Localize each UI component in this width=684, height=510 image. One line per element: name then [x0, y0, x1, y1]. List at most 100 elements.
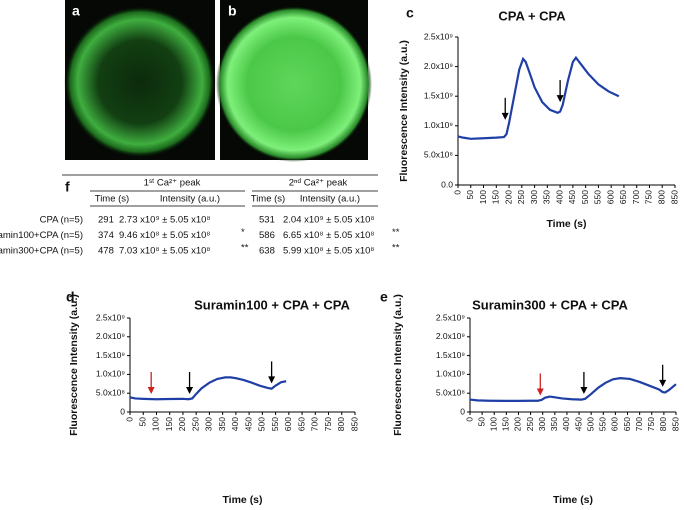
- x-tick-label: 400: [554, 190, 564, 204]
- significance: *: [241, 227, 245, 238]
- x-tick-label: 200: [503, 190, 513, 204]
- y-axis-label: Fluorescence Intensity (a.u.): [392, 294, 404, 436]
- x-tick-label: 750: [646, 417, 656, 431]
- y-tick-label: 2.5x10⁹: [96, 312, 126, 322]
- arrow-head: [556, 95, 564, 103]
- image-a: a: [64, 0, 216, 160]
- y-tick-label: 2.0x10⁹: [424, 61, 454, 71]
- x-tick-label: 300: [529, 190, 539, 204]
- cell: 531: [259, 215, 275, 226]
- arrow: [501, 97, 509, 120]
- x-tick-label: 300: [537, 417, 547, 431]
- x-tick-label: 200: [513, 417, 523, 431]
- arrow-head: [501, 112, 509, 120]
- x-tick-label: 400: [561, 417, 571, 431]
- x-tick-label: 50: [465, 190, 475, 200]
- x-axis-label: Time (s): [546, 218, 586, 230]
- data-line: [469, 377, 677, 403]
- arrow: [659, 364, 667, 387]
- y-tick-label: 5.0x10⁸: [424, 150, 454, 160]
- panel-letter: e: [380, 289, 388, 305]
- x-tick-label: 700: [310, 417, 320, 431]
- y-tick-label: 2.5x10⁹: [436, 312, 466, 322]
- cell: 291: [98, 215, 114, 226]
- x-tick-label: 150: [164, 417, 174, 431]
- arrow-head: [147, 386, 155, 394]
- cell: 2.04 x10⁹ ± 5.05 x10⁸: [283, 215, 374, 226]
- y-tick-label: 2.5x10⁹: [424, 31, 454, 41]
- x-tick-label: 600: [283, 417, 293, 431]
- x-tick-label: 850: [670, 417, 680, 431]
- y-tick-label: 5.0x10⁸: [96, 387, 126, 397]
- x-tick-label: 0: [452, 190, 462, 195]
- cell: 9.46 x10⁸ ± 5.05 x10⁸: [119, 230, 210, 241]
- x-tick-label: 100: [151, 417, 161, 431]
- group-header: 2ⁿᵈ Ca²⁺ peak: [289, 178, 348, 189]
- arrow: [580, 371, 588, 394]
- x-tick-label: 500: [585, 417, 595, 431]
- panel-letter: a: [72, 3, 80, 19]
- data-line: [129, 376, 287, 401]
- arrow-head: [186, 386, 194, 394]
- x-tick-label: 0: [464, 417, 474, 422]
- panel-letter: d: [66, 289, 75, 305]
- x-tick-label: 850: [349, 417, 359, 431]
- chart-title: CPA + CPA: [498, 8, 566, 23]
- arrow: [536, 373, 544, 396]
- chart-title: Suramin300 + CPA + CPA: [472, 297, 628, 312]
- y-tick-label: 0: [460, 406, 465, 416]
- x-tick-label: 450: [567, 190, 577, 204]
- y-axis-label: Fluorescence Intensity (a.u.): [398, 40, 410, 182]
- significance: **: [392, 227, 400, 238]
- cell: 5.99 x10⁸ ± 5.05 x10⁸: [283, 246, 374, 257]
- x-tick-label: 0: [124, 417, 134, 422]
- x-tick-label: 100: [488, 417, 498, 431]
- x-tick-label: 450: [243, 417, 253, 431]
- x-tick-label: 300: [204, 417, 214, 431]
- x-tick-label: 800: [336, 417, 346, 431]
- x-tick-label: 350: [542, 190, 552, 204]
- row-label: Suramin300+CPA (n=5): [0, 246, 83, 257]
- x-tick-label: 650: [618, 190, 628, 204]
- panel-letter: f: [65, 179, 70, 195]
- cell: 478: [98, 246, 114, 257]
- x-tick-label: 550: [593, 190, 603, 204]
- x-tick-label: 250: [190, 417, 200, 431]
- x-tick-label: 450: [573, 417, 583, 431]
- x-tick-label: 150: [501, 417, 511, 431]
- arrow: [556, 80, 564, 103]
- row-label: CPA (n=5): [40, 215, 83, 226]
- panel-letter: c: [406, 5, 414, 21]
- x-tick-label: 150: [491, 190, 501, 204]
- x-tick-label: 250: [516, 190, 526, 204]
- group-header: 1ˢᵗ Ca²⁺ peak: [144, 178, 201, 189]
- x-tick-label: 500: [580, 190, 590, 204]
- x-axis-label: Time (s): [553, 494, 593, 506]
- x-tick-label: 550: [270, 417, 280, 431]
- column-header: Time (s): [95, 194, 129, 205]
- cell: 374: [98, 230, 114, 241]
- x-tick-label: 800: [656, 190, 666, 204]
- cell: 7.03 x10⁸ ± 5.05 x10⁸: [119, 246, 210, 257]
- y-tick-label: 0: [120, 406, 125, 416]
- cell: 638: [259, 246, 275, 257]
- x-tick-label: 600: [605, 190, 615, 204]
- y-tick-label: 1.5x10⁹: [424, 90, 454, 100]
- table: f 1ˢᵗ Ca²⁺ peak 2ⁿᵈ Ca²⁺ peak Time (s) Inten…: [0, 174, 400, 257]
- x-tick-label: 750: [644, 190, 654, 204]
- x-tick-label: 350: [217, 417, 227, 431]
- cell: 2.73 x10⁹ ± 5.05 x10⁸: [119, 215, 210, 226]
- x-tick-label: 700: [631, 190, 641, 204]
- x-tick-label: 50: [476, 417, 486, 427]
- x-tick-label: 850: [669, 190, 679, 204]
- arrow-head: [580, 386, 588, 394]
- y-tick-label: 2.0x10⁹: [96, 331, 126, 341]
- cell: 586: [259, 230, 275, 241]
- arrow-head: [536, 388, 544, 396]
- panel-letter: b: [228, 3, 237, 19]
- x-tick-label: 200: [177, 417, 187, 431]
- y-tick-label: 2.0x10⁹: [436, 331, 466, 341]
- arrow-head: [659, 379, 667, 387]
- x-tick-label: 800: [658, 417, 668, 431]
